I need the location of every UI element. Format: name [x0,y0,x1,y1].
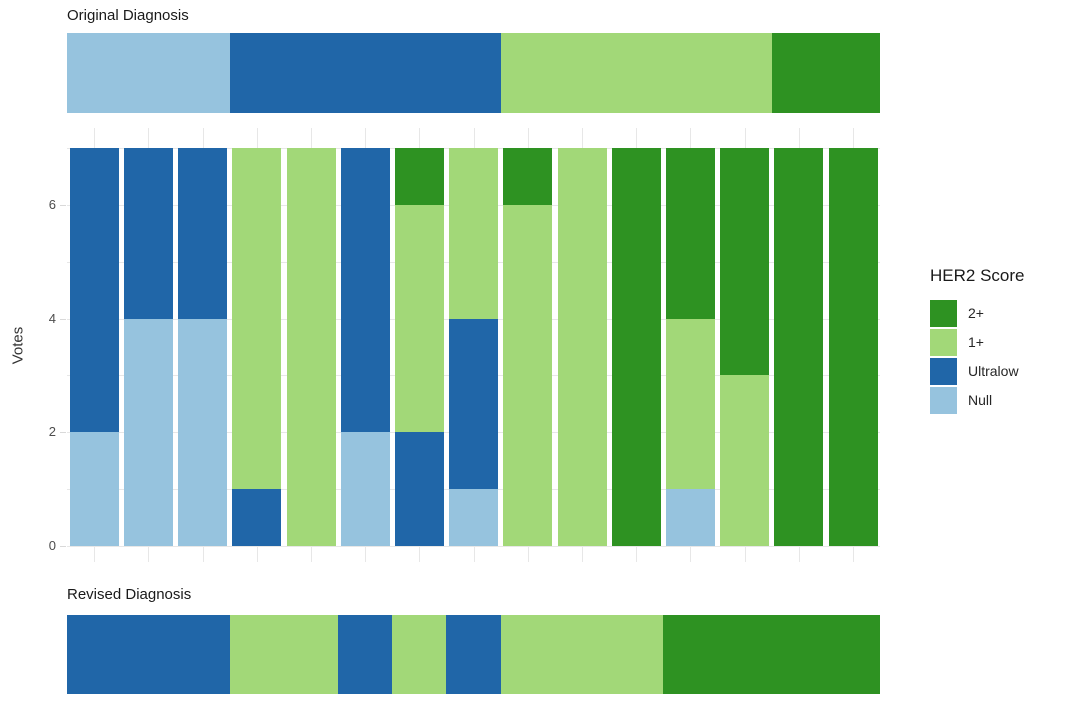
bar-segment [449,148,498,319]
diagnosis-strip-segment [67,615,230,694]
legend-swatch [930,387,957,414]
bar-segment [395,205,444,432]
diagnosis-strip-segment [67,33,230,113]
bar-segment [232,148,281,489]
diagnosis-strip-segment [338,615,392,694]
bar-segment [720,148,769,375]
legend-title: HER2 Score [930,266,1025,285]
bar-segment [774,148,823,546]
legend-swatch [930,300,957,327]
diagnosis-strip-segment [501,33,772,113]
bar-segment [558,148,607,546]
bar-segment [666,148,715,319]
y-axis-tick-label: 4 [48,311,56,326]
y-axis-tick-mark [60,205,66,206]
bar-segment [70,148,119,432]
gridline-horizontal [67,546,880,547]
legend-swatch [930,358,957,385]
y-axis-tick-mark [60,546,66,547]
bar-segment [232,489,281,546]
y-axis-tick-mark [60,432,66,433]
bar-segment [449,489,498,546]
votes-axis-title: Votes [9,326,27,365]
diagnosis-strip-segment [230,33,501,113]
bar-segment [341,432,390,546]
diagnosis-strip-segment [392,615,446,694]
diagnosis-strip-segment [501,615,663,694]
bar-segment [395,432,444,546]
diagnosis-strip-segment [772,33,880,113]
bar-segment [124,319,173,546]
bar-segment [449,319,498,489]
bar-segment [720,375,769,546]
legend-entry-label: Ultralow [968,363,1019,379]
legend-entry-label: 2+ [968,305,984,321]
bar-segment [124,148,173,319]
y-axis-tick-label: 0 [48,538,56,553]
revised-diagnosis-label: Revised Diagnosis [67,586,192,603]
legend-swatch [930,329,957,356]
diagnosis-strip-segment [663,615,880,694]
bar-segment [341,148,390,432]
bar-segment [666,319,715,489]
legend-entry-label: 1+ [968,334,984,350]
bar-segment [178,148,227,319]
bar-segment [612,148,661,546]
bar-segment [178,319,227,546]
original-diagnosis-label: Original Diagnosis [67,7,189,24]
legend-entry-label: Null [968,392,993,408]
bar-segment [287,148,336,546]
y-axis-tick-mark [60,319,66,320]
diagnosis-strip-segment [446,615,501,694]
bar-segment [503,148,552,205]
bar-segment [666,489,715,546]
y-axis-tick-label: 6 [48,197,56,212]
bar-segment [829,148,878,546]
bar-segment [395,148,444,205]
bar-segment [503,205,552,546]
bar-segment [70,432,119,546]
y-axis-tick-label: 2 [48,424,56,439]
diagnosis-strip-segment [230,615,338,694]
